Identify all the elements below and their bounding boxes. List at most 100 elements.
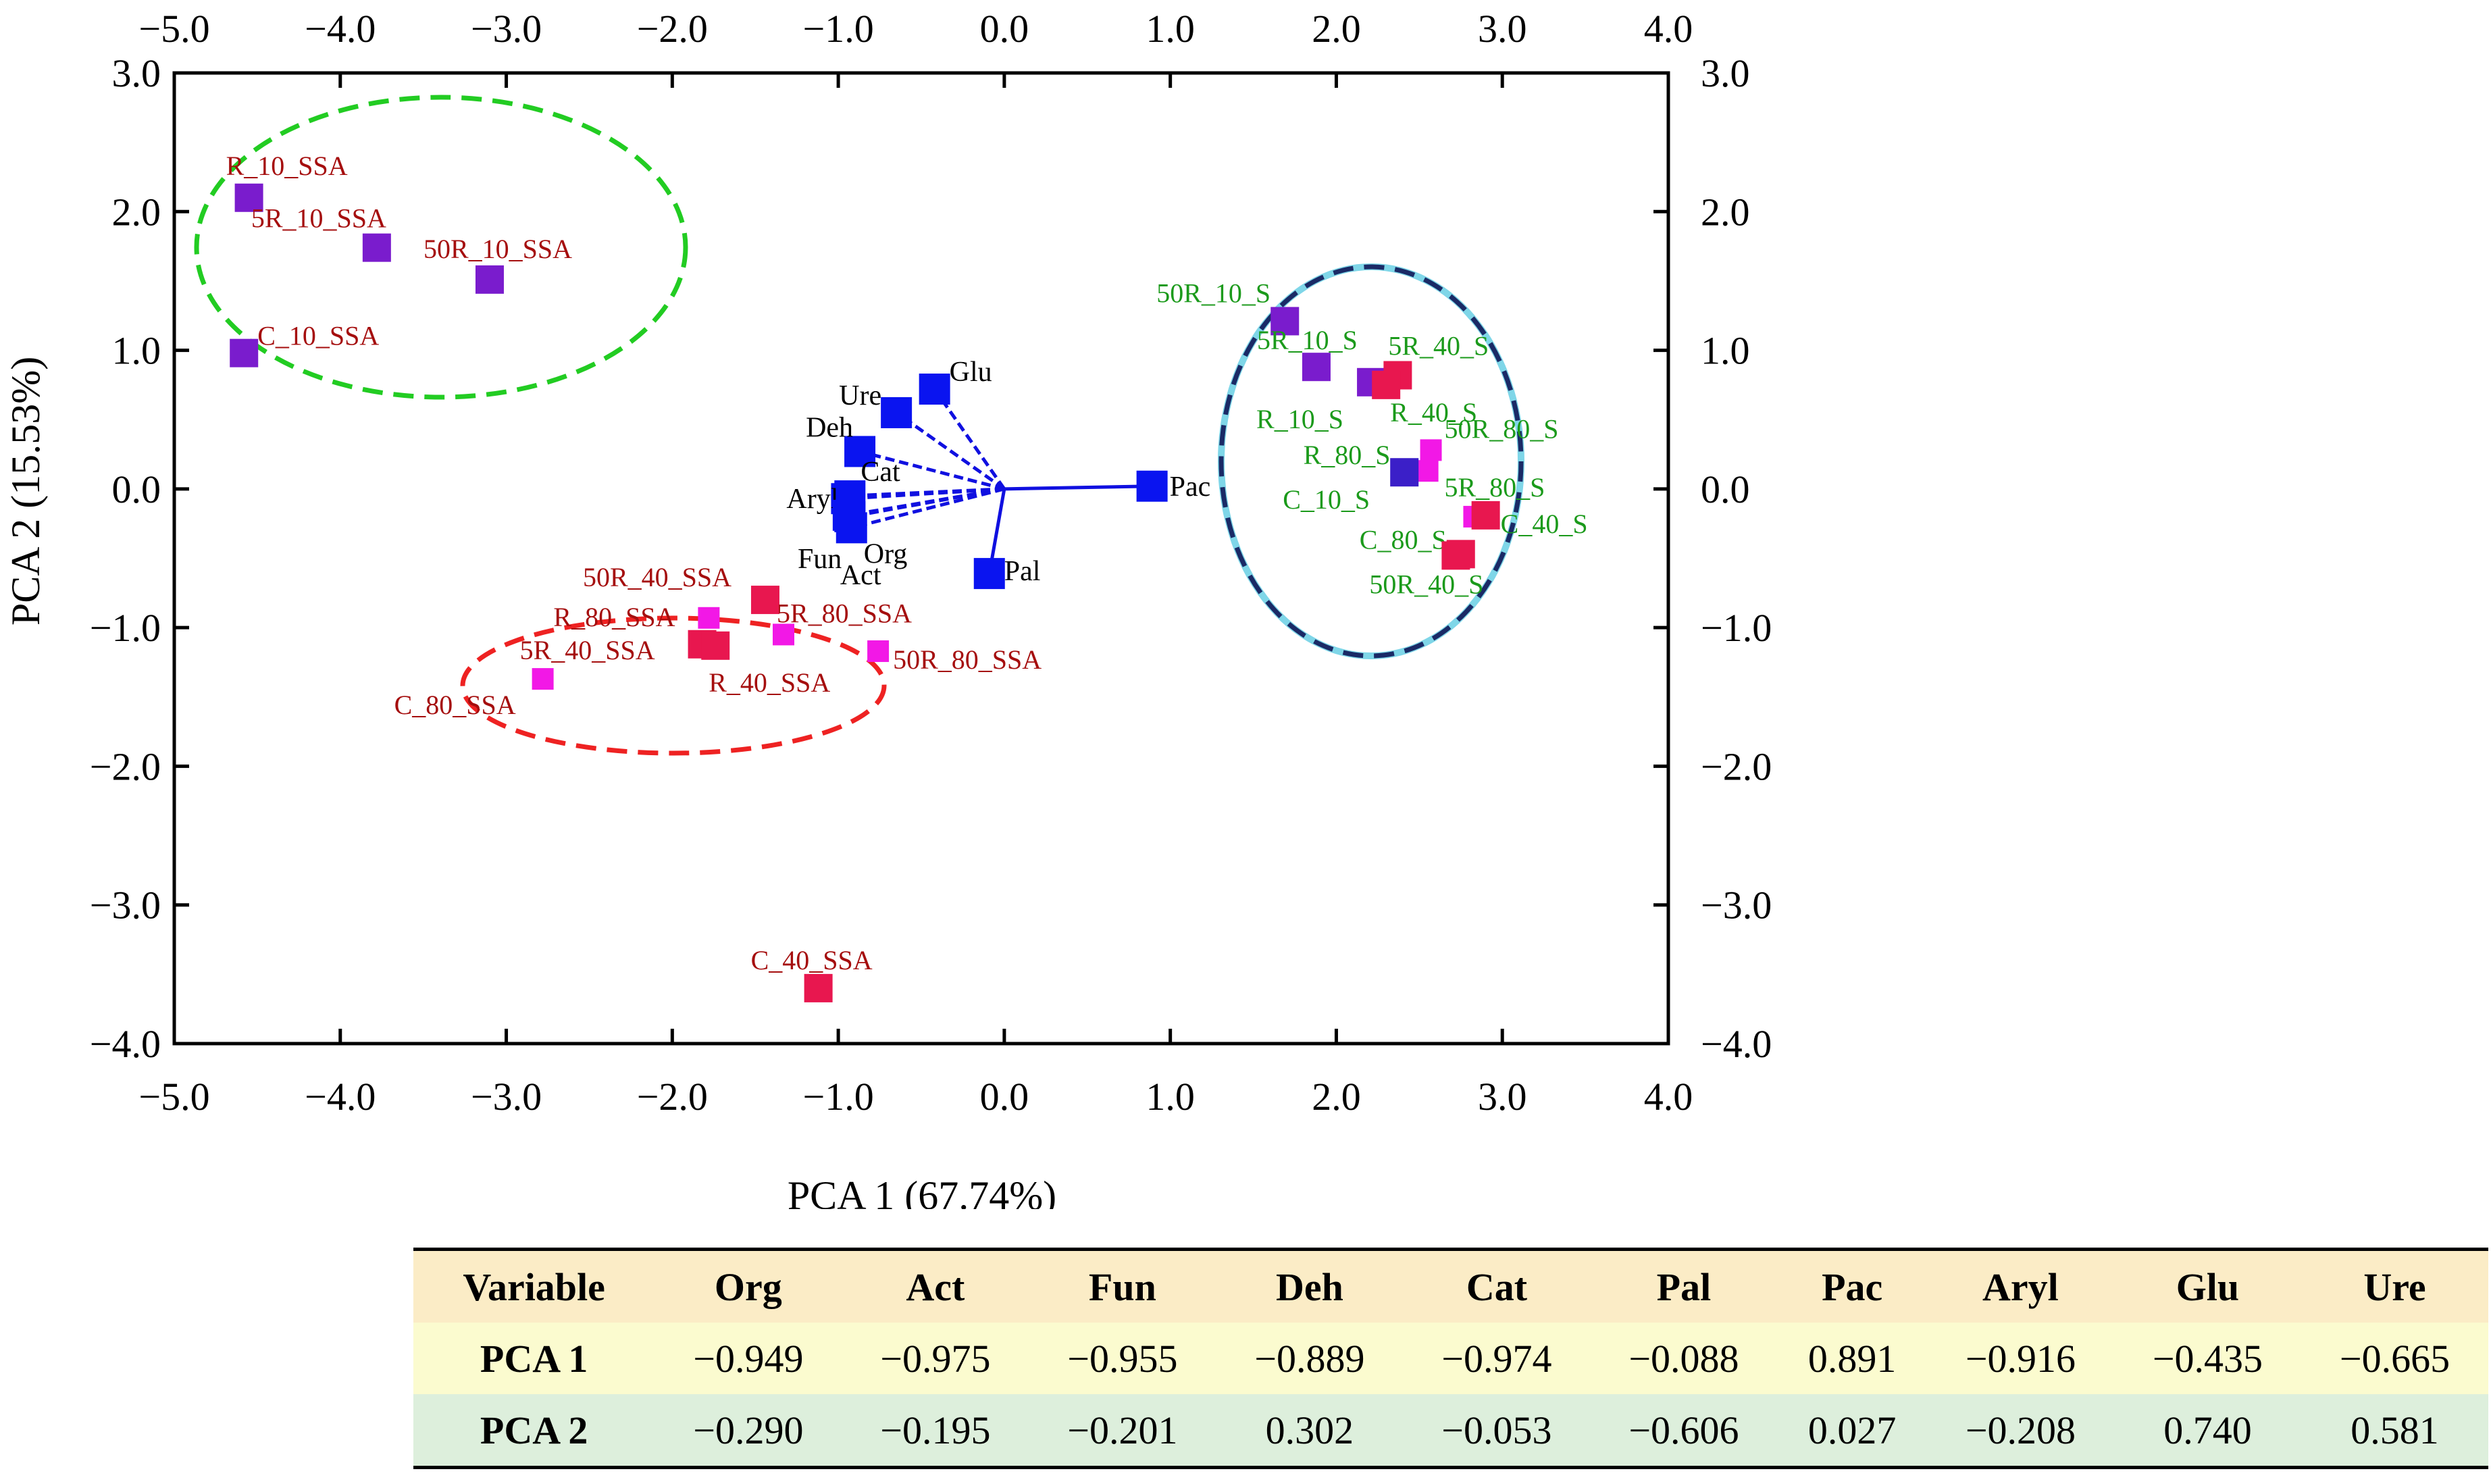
sample-point-c-80-ssa — [532, 668, 554, 690]
sample-label-r-10-ssa: R_10_SSA — [226, 151, 348, 181]
sample-label-5r-80-ssa: 5R_80_SSA — [777, 598, 912, 628]
table-row: PCA 2 −0.290 −0.195 −0.201 0.302 −0.053 −0.606… — [413, 1394, 2488, 1469]
sample-label-50r-80-s: 50R_80_S — [1445, 413, 1559, 444]
table-header-variable: Variable — [413, 1248, 655, 1323]
y-tick-label-left: 3.0 — [112, 51, 161, 95]
sample-label-r-40-ssa: R_40_SSA — [709, 667, 830, 698]
x-tick-label-top: 0.0 — [980, 7, 1029, 51]
x-tick-label-bottom: −5.0 — [138, 1075, 209, 1119]
vector-label-pac: Pac — [1170, 471, 1211, 503]
table-header-cell: Pac — [1777, 1248, 1927, 1323]
table-header-cell: Cat — [1403, 1248, 1591, 1323]
vector-marker-deh — [844, 436, 876, 467]
table-cell: −0.290 — [654, 1394, 842, 1469]
vector-line-glu — [933, 388, 1006, 490]
table-cell: −0.889 — [1254, 1336, 1365, 1381]
vector-line-aryl — [846, 487, 1005, 501]
vector-marker-pac — [1136, 470, 1168, 502]
x-tick-label-bottom: 0.0 — [980, 1075, 1029, 1119]
vector-label-deh: Deh — [806, 412, 853, 443]
sample-point-r-80-ssa — [698, 607, 720, 629]
table-cell: −0.088 — [1628, 1336, 1739, 1381]
y-tick-label-right: −2.0 — [1701, 744, 1772, 788]
sample-point-c-40-ssa — [804, 973, 833, 1002]
vector-label-glu: Glu — [950, 357, 992, 388]
table-row-header: PCA 2 — [413, 1394, 655, 1469]
table-cell: −0.916 — [1965, 1336, 2076, 1381]
sample-label-5r-10-s: 5R_10_S — [1257, 325, 1358, 355]
table-cell: −0.974 — [1441, 1336, 1552, 1381]
vector-marker-pal — [973, 558, 1005, 590]
vector-marker-ure — [881, 396, 913, 428]
vector-line-deh — [859, 450, 1005, 491]
vector-label-org: Org — [864, 538, 908, 569]
y-axis-title: PCA 2 (15.53%) — [3, 357, 48, 625]
x-tick-label-top: −3.0 — [471, 7, 542, 51]
sample-label-r-10-s: R_10_S — [1256, 404, 1343, 434]
table-header-cell: Act — [842, 1248, 1029, 1323]
table-header-cell: Pal — [1590, 1248, 1778, 1323]
y-tick-label-right: −1.0 — [1701, 606, 1772, 650]
cluster-ellipse-s — [1218, 264, 1524, 659]
vector-marker-act — [832, 499, 864, 531]
sample-label-5r-40-ssa: 5R_40_SSA — [520, 635, 655, 665]
vector-label-aryl: Aryl — [786, 484, 838, 515]
x-tick-label-top: 4.0 — [1644, 7, 1693, 51]
vector-line-act — [848, 487, 1005, 517]
plot-border — [172, 71, 1670, 1046]
cluster-ellipse-10-ssa — [194, 95, 688, 400]
y-tick-label-right: 1.0 — [1701, 329, 1750, 373]
sample-point-c-10-s — [1390, 458, 1419, 487]
sample-point-5r-10-s — [1302, 353, 1331, 382]
y-tick-label-right: −4.0 — [1701, 1022, 1772, 1066]
loadings-table: Variable Org Act Fun Deh Cat Pal Pac Aryl Glu Ure … — [413, 1248, 2488, 1469]
table-header-row: Variable Org Act Fun Deh Cat Pal Pac Aryl Glu Ure — [413, 1248, 2488, 1323]
axis-ticks: −5.0 −5.0 −4.0 −4.0 −3.0 −3.0 −2.0 −2.0 −1.0 −1.0… — [90, 7, 1772, 1119]
x-tick-label-top: 1.0 — [1146, 7, 1195, 51]
vector-label-act: Act — [840, 560, 881, 591]
sample-label-5r-40-s: 5R_40_S — [1388, 331, 1489, 361]
table-header-cell: Deh — [1216, 1248, 1404, 1323]
sample-label-50r-40-s: 50R_40_S — [1369, 569, 1483, 599]
sample-label-c-80-s: C_80_S — [1360, 524, 1447, 555]
vector-marker-glu — [919, 374, 950, 405]
sample-point-r-40-ssa — [701, 631, 730, 660]
table-row: PCA 1 −0.949 −0.975 −0.955 −0.889 −0.974 −0.08… — [413, 1323, 2488, 1394]
table-row-header: PCA 1 — [480, 1336, 588, 1381]
sample-label-r-80-ssa: R_80_SSA — [553, 602, 675, 632]
vector-line-ure — [895, 411, 1006, 490]
vector-line-pac — [1004, 484, 1152, 491]
table-cell: −0.435 — [2152, 1336, 2263, 1381]
vector-label-pal: Pal — [1004, 556, 1041, 587]
table-cell: −0.053 — [1403, 1394, 1591, 1469]
y-tick-label-right: 2.0 — [1701, 190, 1750, 234]
table-cell: 0.581 — [2301, 1394, 2488, 1469]
sample-point-50r-80-ssa — [867, 640, 890, 663]
table-header-cell: Fun — [1029, 1248, 1216, 1323]
x-tick-label-bottom: −2.0 — [637, 1075, 708, 1119]
y-tick-label-left: 2.0 — [112, 190, 161, 234]
sample-label-r-80-s: R_80_S — [1304, 440, 1391, 470]
table-cell: 0.740 — [2113, 1394, 2301, 1469]
table-cell: −0.949 — [693, 1336, 804, 1381]
vector-label-fun: Fun — [798, 544, 842, 575]
sample-point-50r-40-ssa — [750, 586, 779, 615]
table-cell: 0.027 — [1777, 1394, 1927, 1469]
sample-point-50r-10-s — [1270, 307, 1300, 336]
x-tick-label-bottom: 4.0 — [1644, 1075, 1693, 1119]
y-tick-label-left: 1.0 — [112, 329, 161, 373]
y-tick-label-left: −4.0 — [90, 1022, 161, 1066]
table-cell: −0.606 — [1590, 1394, 1778, 1469]
x-tick-label-top: −4.0 — [305, 7, 376, 51]
table-cell: −0.201 — [1029, 1394, 1216, 1469]
x-tick-label-bottom: 2.0 — [1312, 1075, 1361, 1119]
y-tick-label-left: 0.0 — [112, 467, 161, 511]
sample-point-5r-10-ssa — [362, 233, 391, 262]
sample-point-c-10-ssa — [230, 338, 259, 367]
sample-label-50r-80-ssa: 50R_80_SSA — [893, 644, 1042, 675]
y-tick-label-left: −1.0 — [90, 606, 161, 650]
cluster-ellipse-40-80-ssa — [460, 615, 887, 756]
x-tick-label-bottom: −3.0 — [471, 1075, 542, 1119]
sample-point-r-40-s — [1372, 370, 1401, 399]
sample-label-r-40-s: R_40_S — [1390, 397, 1477, 428]
